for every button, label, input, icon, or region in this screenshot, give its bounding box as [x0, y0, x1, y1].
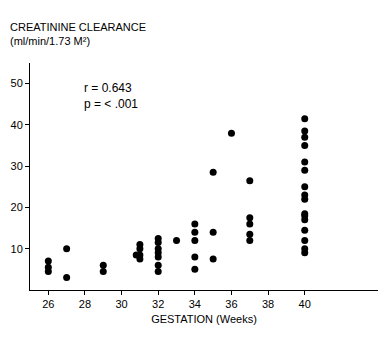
svg-text:40: 40	[299, 298, 311, 310]
svg-text:38: 38	[262, 298, 274, 310]
svg-text:50: 50	[11, 77, 23, 89]
svg-text:r = 0.643p = < .001: r = 0.643p = < .001	[84, 81, 138, 111]
svg-text:30: 30	[11, 160, 23, 172]
svg-text:34: 34	[189, 298, 201, 310]
svg-text:40: 40	[11, 119, 23, 131]
svg-text:CREATININE CLEARANCE(ml/min/1.: CREATININE CLEARANCE(ml/min/1.73 M²)	[10, 21, 146, 47]
svg-text:28: 28	[79, 298, 91, 310]
svg-text:26: 26	[42, 298, 54, 310]
svg-text:20: 20	[11, 201, 23, 213]
svg-text:10: 10	[11, 243, 23, 255]
svg-text:32: 32	[152, 298, 164, 310]
svg-text:36: 36	[225, 298, 237, 310]
svg-text:30: 30	[115, 298, 127, 310]
svg-text:GESTATION (Weeks): GESTATION (Weeks)	[151, 313, 257, 325]
